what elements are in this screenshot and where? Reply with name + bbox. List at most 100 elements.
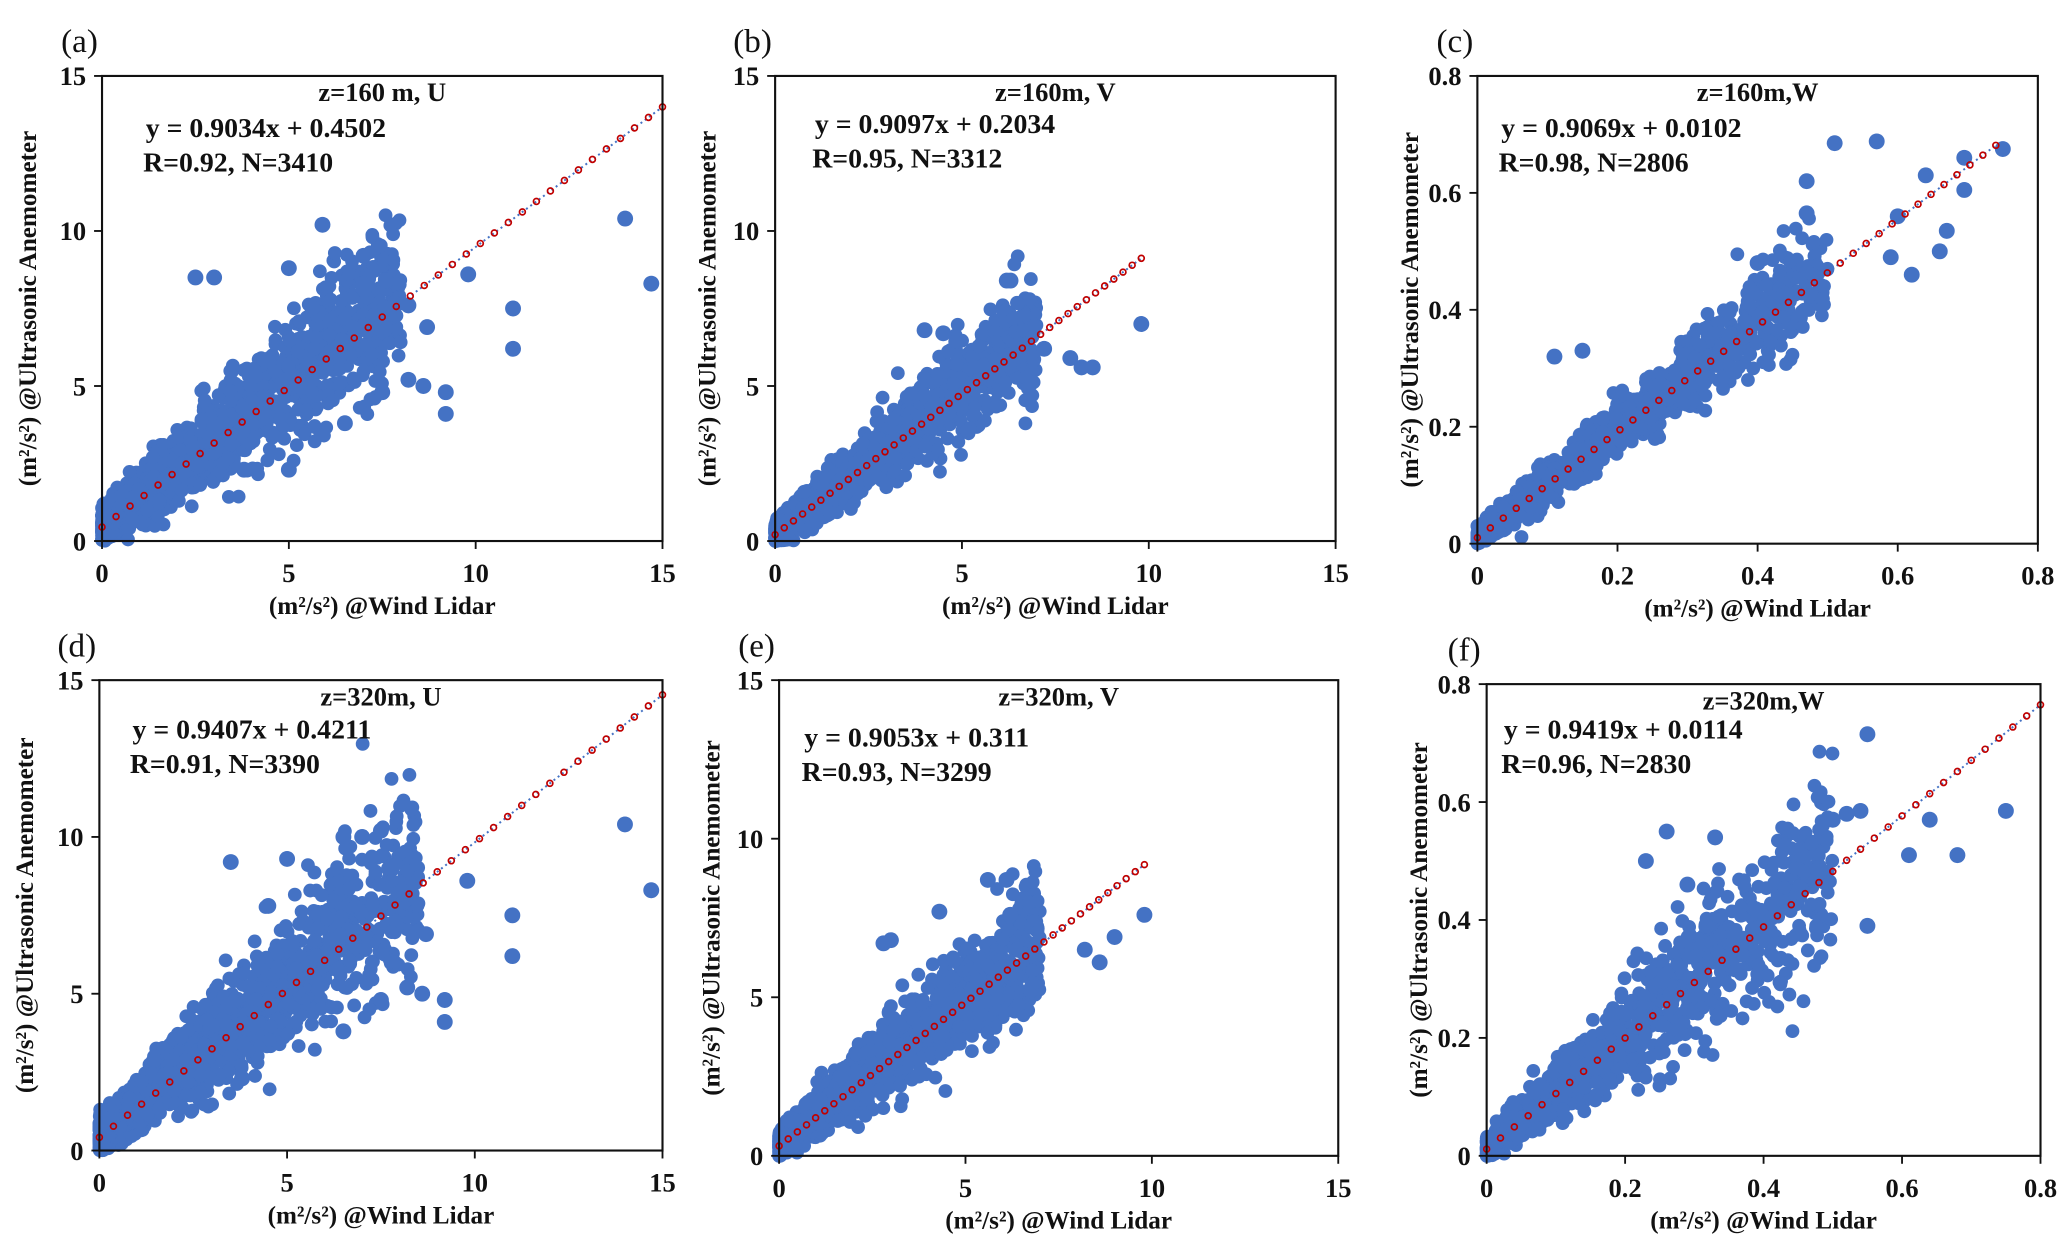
data-point: [223, 373, 238, 388]
data-point: [1776, 224, 1791, 238]
data-point: [277, 431, 292, 446]
fit-marker: [546, 187, 555, 195]
x-tick-label: 0.6: [1881, 561, 1914, 591]
fit-marker: [1128, 261, 1136, 269]
x-axis-label: (m²/s²) @Wind Lidar: [942, 593, 1169, 620]
fit-line: [1476, 144, 1997, 539]
data-point: [948, 334, 963, 349]
fit-marker: [789, 517, 798, 525]
data-point: [342, 267, 357, 282]
data-point: [321, 313, 335, 328]
data-point: [297, 427, 312, 442]
data-point: [303, 883, 318, 898]
data-point: [224, 437, 238, 452]
fit-marker: [1512, 504, 1521, 513]
data-point: [310, 365, 324, 379]
fit-marker: [1055, 316, 1063, 325]
y-tick-label: 0: [746, 526, 759, 556]
data-point: [1667, 369, 1682, 383]
data-point-outlier: [400, 297, 417, 314]
data-point: [122, 464, 137, 479]
data-point-outlier: [643, 275, 660, 292]
y-axis-label: (m²/s²) @Ultrasonic Anemometer: [15, 131, 42, 487]
data-point: [291, 402, 306, 417]
data-point: [292, 314, 307, 329]
data-point: [197, 393, 212, 408]
data-point: [898, 468, 912, 483]
fit-marker: [1082, 295, 1091, 304]
x-tick-label: 15: [649, 558, 676, 588]
x-tick-label: 0: [95, 558, 108, 588]
fit-marker: [1027, 337, 1036, 346]
fit-stats: R=0.98, N=2806: [1499, 147, 1689, 178]
panel-label: (c): [1436, 23, 1473, 60]
data-point: [1716, 382, 1730, 396]
fit-marker: [1836, 259, 1845, 267]
data-point: [174, 456, 189, 471]
fit-marker: [1771, 308, 1780, 316]
data-point: [998, 375, 1013, 390]
fit-marker: [1009, 351, 1017, 359]
data-point: [393, 335, 408, 350]
data-point: [1772, 263, 1787, 278]
data-point: [345, 319, 360, 334]
data-point-outlier: [1903, 266, 1920, 283]
fit-marker: [1642, 406, 1650, 414]
fit-marker: [1914, 200, 1922, 208]
data-point: [171, 493, 186, 508]
data-point: [971, 339, 986, 354]
data-point: [174, 483, 189, 498]
fit-marker: [926, 413, 935, 422]
data-point-outlier: [336, 415, 353, 432]
data-point: [231, 489, 246, 504]
data-point: [1719, 335, 1734, 350]
x-axis-label: (m²/s²) @Wind Lidar: [269, 593, 496, 620]
x-tick-label: 0.2: [1601, 561, 1634, 591]
fit-marker: [1784, 298, 1793, 307]
fit-marker: [1045, 323, 1054, 332]
fit-marker: [1137, 254, 1146, 263]
y-tick-label: 15: [733, 61, 760, 91]
data-point: [949, 357, 964, 372]
data-point: [308, 402, 323, 417]
fit-marker: [1888, 220, 1896, 228]
fit-marker: [574, 166, 583, 174]
fit-marker: [1758, 318, 1767, 326]
data-point: [930, 367, 945, 381]
data-point: [402, 767, 417, 782]
data-point: [386, 227, 401, 242]
y-tick-label: 5: [73, 371, 86, 401]
data-point: [1028, 318, 1042, 333]
y-tick-label: 0: [73, 526, 86, 556]
data-point: [223, 384, 238, 398]
data-point-outlier: [1917, 167, 1934, 184]
data-point: [887, 431, 901, 446]
data-point: [1730, 247, 1745, 262]
data-point: [1800, 264, 1815, 279]
fit-marker: [881, 448, 889, 456]
data-point: [900, 456, 915, 471]
data-point-outlier: [1826, 135, 1843, 152]
data-point: [333, 361, 347, 376]
data-point-outlier: [1956, 182, 1973, 198]
data-point-outlier: [505, 340, 521, 357]
fit-marker: [154, 481, 162, 489]
data-point: [322, 328, 337, 343]
x-tick-label: 0.8: [2021, 561, 2054, 591]
fit-marker: [1849, 249, 1858, 258]
data-point: [951, 435, 966, 449]
fit-marker: [1823, 269, 1832, 277]
data-point-outlier: [187, 269, 204, 286]
data-point: [1814, 308, 1829, 323]
data-point: [221, 490, 236, 504]
x-tick-label: 10: [462, 558, 489, 588]
data-point: [96, 497, 111, 511]
data-point: [194, 412, 209, 427]
data-point-outlier: [355, 247, 372, 264]
fit-marker: [1655, 396, 1663, 405]
fit-stats: R=0.92, N=3410: [143, 147, 333, 178]
data-point-outlier: [1868, 133, 1885, 150]
fit-marker: [1110, 275, 1118, 283]
